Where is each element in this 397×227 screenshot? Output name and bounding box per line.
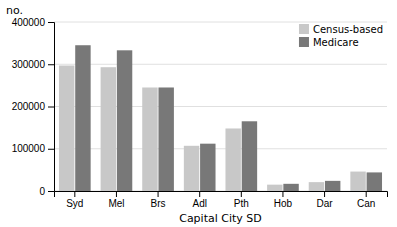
tick-mark (366, 191, 367, 197)
tick-label: 400000 (12, 17, 46, 28)
tick: 400000 (12, 17, 54, 28)
tick-label: Dar (317, 198, 334, 209)
tick-mark (282, 191, 283, 197)
bar (267, 185, 282, 191)
bar (242, 121, 257, 191)
tick-mark (74, 191, 75, 197)
bar (200, 144, 215, 191)
tick-mark (324, 191, 325, 197)
tick-label: Brs (151, 198, 166, 209)
tick: Pth (234, 191, 249, 209)
tick-label: 300000 (12, 59, 46, 70)
bar (158, 87, 173, 191)
tick-label: 200000 (12, 101, 46, 112)
grid-line (54, 64, 387, 65)
axis-domain (48, 23, 55, 192)
legend-label: Medicare (313, 37, 359, 48)
tick-label: Syd (66, 198, 83, 209)
legend-swatch (299, 24, 309, 34)
tick-label: Adl (192, 198, 206, 209)
bar (283, 184, 298, 191)
bars (59, 45, 382, 191)
axis-domain (55, 192, 388, 198)
tick: Can (357, 191, 375, 209)
bar-series (59, 66, 366, 191)
tick-mark (199, 191, 200, 197)
y-axis-title: no. (6, 4, 23, 17)
tick: 0 (39, 186, 54, 197)
tick: 200000 (12, 101, 54, 112)
grid-line (54, 22, 387, 23)
bar (142, 87, 157, 191)
tick-label: Can (357, 198, 375, 209)
legend-label: Census-based (313, 24, 383, 35)
bar (225, 128, 240, 191)
tick-label: 100000 (12, 143, 46, 154)
bar (117, 50, 132, 191)
tick-mark (116, 191, 117, 197)
y-axis: 0 100000 200000 300000 400000 (12, 17, 55, 197)
tick-mark (48, 22, 54, 23)
tick: Adl (192, 191, 206, 209)
bar (75, 45, 90, 191)
legend: Census-based Medicare (299, 24, 383, 48)
tick-mark (158, 191, 159, 197)
bar (184, 146, 199, 191)
bar (350, 172, 365, 191)
grid (54, 22, 387, 191)
tick-label: 0 (39, 186, 45, 197)
tick-mark (48, 149, 54, 150)
tick-mark (48, 107, 54, 108)
chart: Syd Mel Brs Adl Pth Hob Dar Can 0 100000 200000 300… (0, 0, 397, 227)
bar (309, 182, 324, 191)
tick: Dar (317, 191, 334, 209)
tick-mark (48, 64, 54, 65)
tick: Mel (108, 191, 124, 209)
x-axis-title: Capital City SD (179, 212, 262, 225)
tick: 300000 (12, 59, 54, 70)
tick: Syd (66, 191, 83, 209)
tick-mark (241, 191, 242, 197)
bar-series (75, 45, 382, 191)
bar (101, 67, 116, 191)
bar (59, 66, 74, 191)
tick: Brs (151, 191, 166, 209)
tick-label: Pth (234, 198, 249, 209)
legend-item: Medicare (299, 37, 359, 48)
x-axis: Syd Mel Brs Adl Pth Hob Dar Can (55, 191, 388, 209)
tick: 100000 (12, 143, 54, 154)
legend-swatch (299, 37, 309, 47)
tick-label: Mel (108, 198, 124, 209)
bar (367, 172, 382, 191)
tick-mark (48, 191, 54, 192)
plot: Syd Mel Brs Adl Pth Hob Dar Can 0 100000 200000 300… (12, 17, 388, 209)
legend-item: Census-based (299, 24, 383, 35)
tick-label: Hob (274, 198, 293, 209)
bar (325, 181, 340, 191)
tick: Hob (274, 191, 293, 209)
